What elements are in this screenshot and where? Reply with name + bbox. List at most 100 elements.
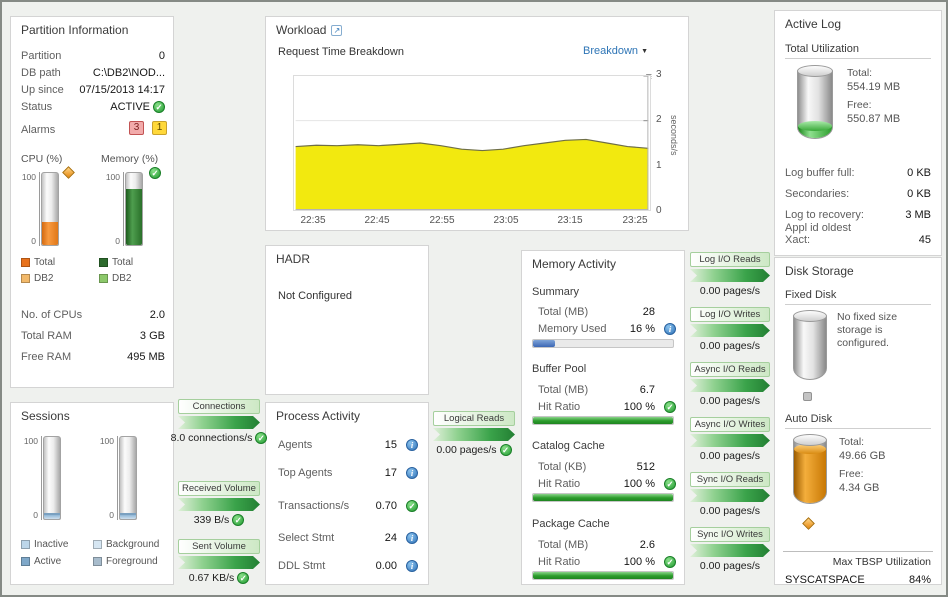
flow-value: 0.00 pages/s (699, 395, 761, 407)
gauge-scale: 100 0 (21, 436, 42, 520)
alarm-warning-badge[interactable]: 1 (152, 121, 167, 135)
flow-label: Sent Volume (178, 539, 260, 554)
gauge-min: 0 (115, 236, 120, 246)
sync-io-reads-flow[interactable]: Sync I/O Reads 0.00 pages/s (690, 472, 770, 517)
row-value: 0 (158, 50, 165, 62)
check-icon: ✓ (499, 444, 512, 456)
hit-ratio-bar (532, 493, 674, 502)
sessions-gauge-2[interactable]: 100 0 (97, 436, 137, 520)
sessions-gauge-1[interactable]: 100 0 (21, 436, 61, 520)
connections-flow[interactable]: Connections 8.0 connections/s ✓ (171, 399, 268, 444)
flow-label: Connections (178, 399, 260, 414)
hit-ratio-fill (533, 572, 673, 579)
status-icon (803, 392, 812, 401)
workload-chart[interactable] (293, 75, 651, 211)
hit-ratio-fill (533, 417, 673, 424)
flow-label: Logical Reads (433, 411, 515, 426)
gauge-max: 100 (105, 172, 120, 182)
flow-label: Sync I/O Writes (690, 527, 770, 542)
auto-disk-cylinder[interactable] (793, 434, 827, 504)
sessions-gauge-fill (120, 513, 136, 519)
memory-gauge[interactable]: 100 0 (103, 172, 143, 246)
check-icon: ✓ (664, 556, 676, 568)
stat-row: No. of CPUs 2.0 (21, 309, 165, 321)
flow-label: Async I/O Writes (690, 417, 770, 432)
sent-volume-flow[interactable]: Sent Volume 0.67 KB/s ✓ (178, 539, 260, 584)
info-icon[interactable]: i (406, 560, 418, 572)
sessions-gauge-fill (44, 513, 60, 519)
memory-activity-panel: Memory Activity Summary Total (MB) 28 Me… (521, 250, 685, 585)
fixed-disk-cylinder[interactable] (793, 310, 827, 380)
memory-gauge-label: Memory (%) (101, 153, 159, 165)
log-row: Secondaries: 0 KB (785, 188, 931, 200)
row-label: Status (21, 101, 53, 113)
row-label: Up since (21, 84, 64, 96)
async-io-reads-flow[interactable]: Async I/O Reads 0.00 pages/s (690, 362, 770, 407)
cylinder-fill (794, 448, 826, 503)
section-header: Summary (532, 286, 580, 298)
warning-icon[interactable] (62, 166, 75, 179)
gauge-max: 100 (21, 172, 36, 182)
memory-used-fill (533, 340, 556, 347)
external-link-icon[interactable]: ↗ (331, 25, 343, 36)
alarm-high-badge[interactable]: 3 (129, 121, 144, 135)
info-row: Up since 07/15/2013 14:17 (21, 82, 165, 98)
async-io-writes-flow[interactable]: Async I/O Writes 0.00 pages/s (690, 417, 770, 462)
section-header: Auto Disk (785, 413, 931, 429)
flow-label: Log I/O Reads (690, 252, 770, 267)
tbsp-row: SYSCATSPACE 84% (785, 572, 931, 588)
stat-row: Total RAM 3 GB (21, 330, 165, 342)
flow-arrow (690, 434, 770, 447)
info-icon[interactable]: i (406, 439, 418, 451)
log-io-reads-flow[interactable]: Log I/O Reads 0.00 pages/s (690, 252, 770, 297)
gauge-bar (43, 436, 61, 520)
gauge-scale: 100 0 (97, 436, 118, 520)
hit-ratio-bar (532, 416, 674, 425)
info-icon[interactable]: i (406, 532, 418, 544)
legend-swatch (99, 258, 108, 267)
y-tick: 1 (656, 160, 662, 171)
legend-swatch (93, 540, 102, 549)
section-header: Fixed Disk (785, 289, 931, 305)
breakdown-dropdown[interactable]: Breakdown ▼ (583, 45, 648, 57)
sync-io-writes-flow[interactable]: Sync I/O Writes 0.00 pages/s (690, 527, 770, 572)
legend-item: DB2 (21, 273, 53, 284)
check-icon: ✓ (237, 572, 250, 584)
log-utilization-cylinder[interactable] (797, 65, 833, 139)
process-row: DDL Stmt 0.00 i (278, 558, 418, 574)
chart-subtitle: Request Time Breakdown (278, 46, 404, 58)
x-tick: 22:45 (364, 215, 390, 226)
legend-swatch (21, 258, 30, 267)
received-volume-flow[interactable]: Received Volume 339 B/s ✓ (178, 481, 260, 526)
fixed-disk-message: No fixed size storage is configured. (837, 311, 898, 349)
cpu-gauge[interactable]: 100 0 (19, 172, 59, 246)
log-io-writes-flow[interactable]: Log I/O Writes 0.00 pages/s (690, 307, 770, 352)
memory-row: Hit Ratio 100 % ✓ (538, 399, 676, 415)
process-row: Agents 15 i (278, 437, 418, 453)
log-row: Log to recovery: 3 MB (785, 209, 931, 221)
logical-reads-flow[interactable]: Logical Reads 0.00 pages/s ✓ (433, 411, 515, 456)
panel-title: Active Log (785, 17, 842, 31)
legend-swatch (21, 557, 30, 566)
warning-icon[interactable] (802, 517, 815, 530)
info-icon[interactable]: i (664, 323, 676, 335)
memory-gauge-fill (126, 188, 142, 245)
tbsp-value: 84% (908, 574, 931, 586)
flow-value: 8.0 connections/s ✓ (171, 432, 268, 444)
cpu-gauge-label: CPU (%) (21, 153, 63, 165)
workload-panel: Workload ↗ Request Time Breakdown Breakdo… (265, 16, 689, 231)
flow-value: 0.00 pages/s (699, 450, 761, 462)
legend-item: Background (93, 539, 159, 550)
memory-row: Total (MB) 2.6 (538, 539, 655, 551)
free-value: 550.87 MB (847, 113, 901, 125)
info-icon[interactable]: i (406, 467, 418, 479)
gauge-scale: 100 0 (19, 172, 40, 246)
legend-swatch (21, 540, 30, 549)
flow-value: 0.00 pages/s (699, 340, 761, 352)
x-tick: 23:15 (557, 215, 583, 226)
flow-label: Async I/O Reads (690, 362, 770, 377)
legend-item: DB2 (99, 273, 131, 284)
alarms-row: Alarms (21, 122, 165, 138)
info-row: Partition 0 (21, 48, 165, 64)
